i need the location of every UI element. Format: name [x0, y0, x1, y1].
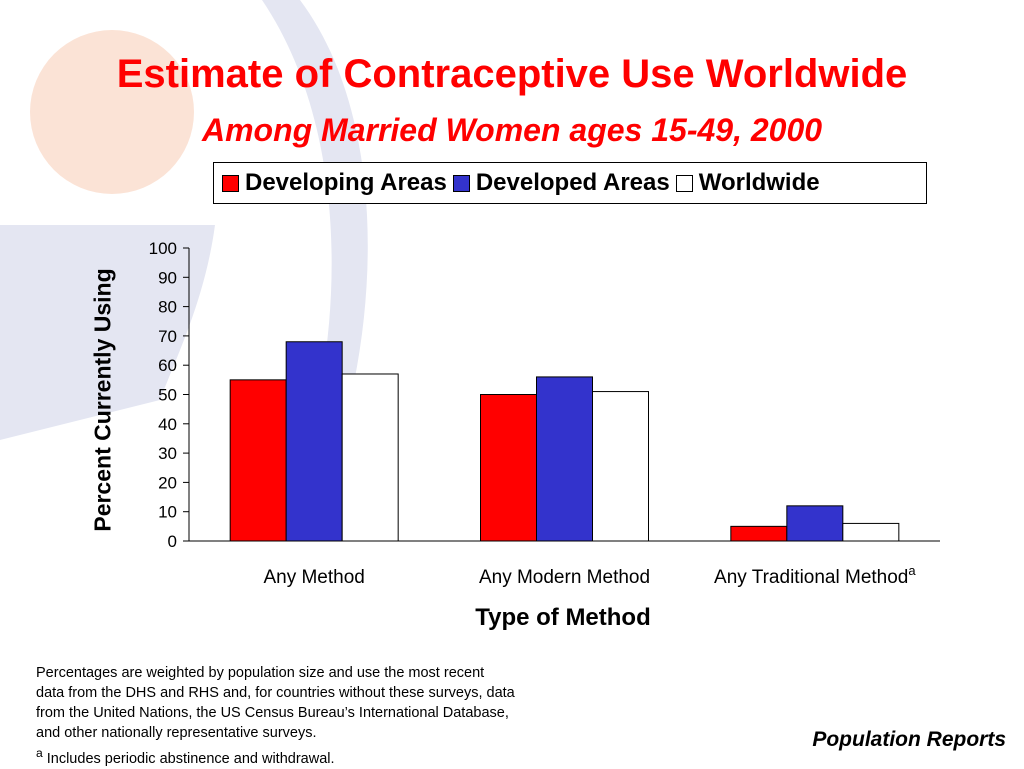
- legend-label-developing: Developing Areas: [245, 169, 447, 196]
- x-tick-label-superscript: a: [908, 563, 916, 578]
- slide-title: Estimate of Contraceptive Use Worldwide: [116, 52, 908, 96]
- y-axis-title: Percent Currently Using: [89, 268, 116, 532]
- legend-item-developing: Developing Areas: [222, 169, 447, 197]
- footnote-line: data from the DHS and RHS and, for count…: [36, 685, 515, 701]
- bar-worldwide: [592, 391, 649, 542]
- y-tick-label: 90: [158, 268, 177, 287]
- y-tick-label: 0: [168, 532, 177, 551]
- y-tick-label: 70: [158, 327, 177, 346]
- y-tick-label: 10: [158, 503, 177, 522]
- y-tick-label: 30: [158, 444, 177, 463]
- bar-developing-areas: [480, 394, 537, 542]
- footnote-line: Percentages are weighted by population s…: [36, 665, 485, 681]
- x-tick-label-text: Any Modern Method: [479, 567, 650, 588]
- bar-worldwide: [341, 373, 399, 542]
- bar-developing-areas: [229, 379, 287, 542]
- footnote-mark: a: [36, 746, 43, 760]
- legend-label-worldwide: Worldwide: [698, 169, 820, 196]
- legend-swatch-developing: [222, 174, 239, 192]
- legend-item-developed: Developed Areas: [452, 169, 670, 197]
- footnote-a: a Includes periodic abstinence and withd…: [36, 743, 636, 769]
- x-tick-label-text: Any Method: [263, 567, 364, 588]
- bar-developed-areas: [285, 341, 343, 542]
- x-tick-label: Any Modern Method: [479, 567, 650, 588]
- y-tick-label: 40: [158, 415, 177, 434]
- legend-item-worldwide: Worldwide: [675, 169, 820, 197]
- legend-label-developed: Developed Areas: [475, 169, 670, 196]
- x-tick-label-text: Any Traditional Method: [714, 567, 908, 588]
- y-tick-label: 50: [158, 386, 177, 405]
- y-tick-label: 80: [158, 298, 177, 317]
- chart-legend: Developing Areas Developed Areas Worldwi…: [213, 162, 927, 204]
- footnote-line: from the United Nations, the US Census B…: [36, 705, 509, 721]
- legend-swatch-worldwide: [675, 174, 693, 192]
- footnote-a-text: Includes periodic abstinence and withdra…: [42, 750, 335, 767]
- y-tick-label: 60: [158, 356, 177, 375]
- x-axis-title: Type of Method: [475, 604, 651, 631]
- x-tick-label: Any Traditional Methoda: [714, 563, 916, 588]
- decorative-orange-circle: [30, 30, 194, 194]
- source-credit: Population Reports: [812, 728, 1006, 751]
- footnote-line: and other nationally representative surv…: [36, 725, 317, 741]
- bar-developing-areas: [730, 525, 788, 542]
- bar-developed-areas: [786, 505, 844, 542]
- footnote: Percentages are weighted by population s…: [36, 663, 636, 769]
- slide-subtitle: Among Married Women ages 15-49, 2000: [201, 112, 823, 148]
- legend-swatch-developed: [452, 174, 470, 192]
- bar-developed-areas: [536, 376, 593, 542]
- y-tick-label: 100: [149, 239, 177, 258]
- y-tick-label: 20: [158, 473, 177, 492]
- x-tick-label: Any Method: [263, 567, 364, 588]
- bar-worldwide: [842, 522, 900, 542]
- decorative-blue-wedge: [0, 225, 215, 440]
